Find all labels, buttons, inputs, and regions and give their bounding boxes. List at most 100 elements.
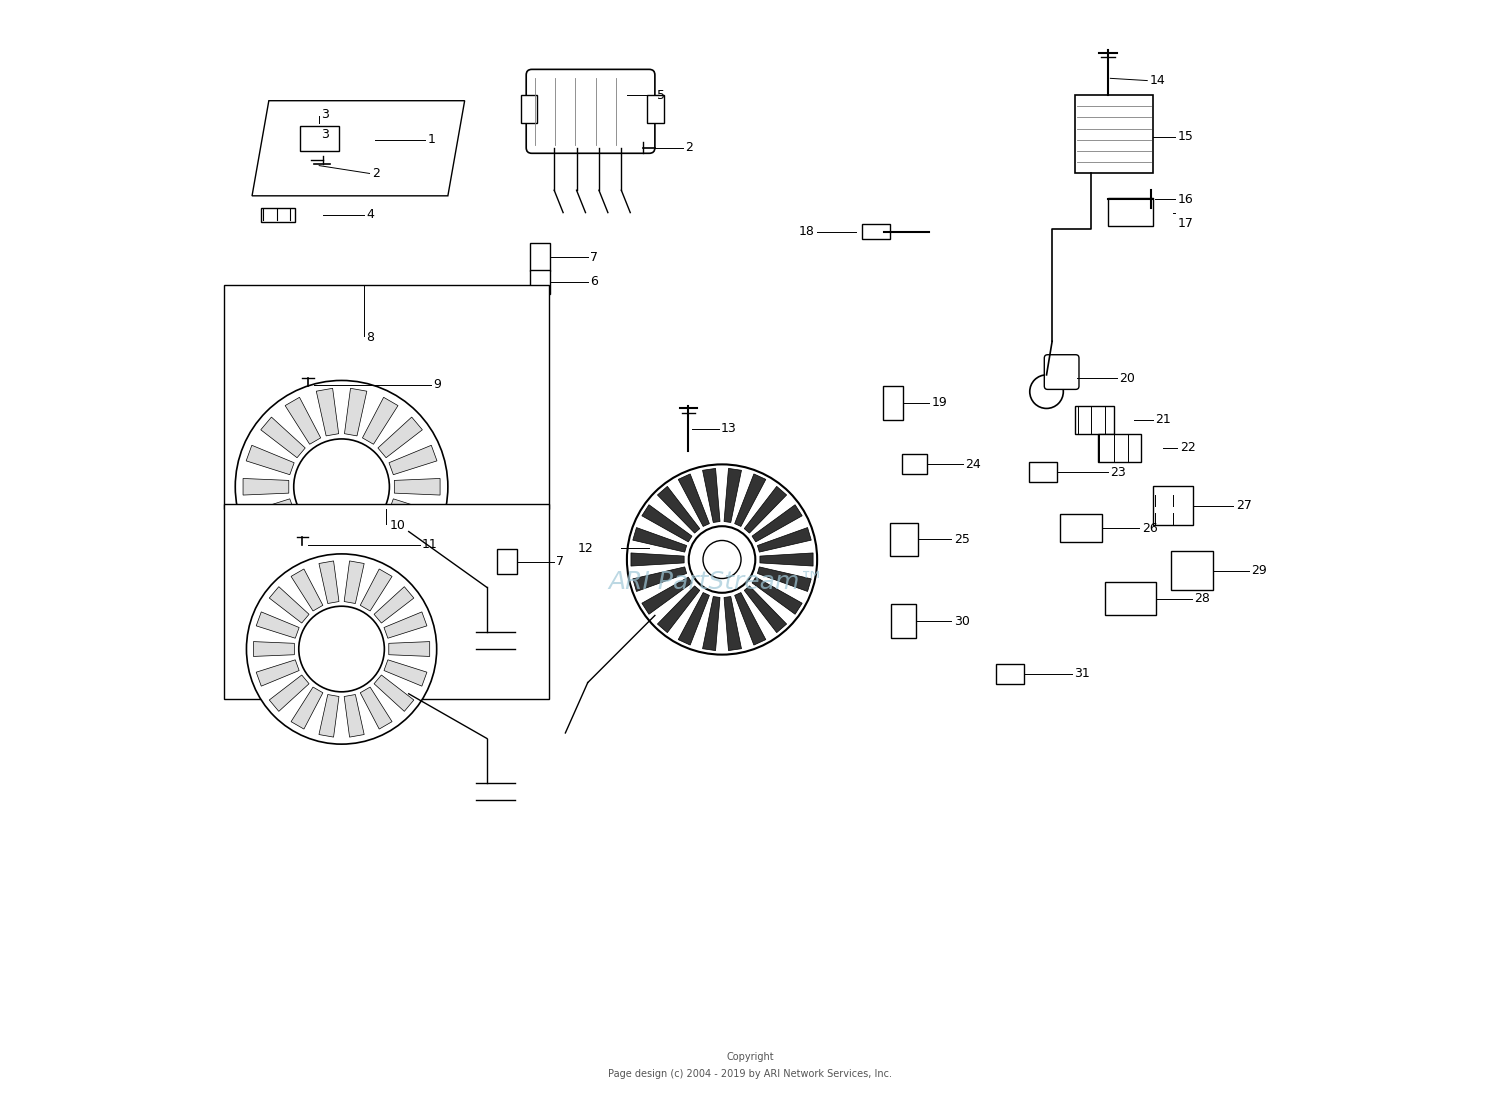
Polygon shape xyxy=(702,469,720,523)
Text: 2: 2 xyxy=(686,141,693,154)
Polygon shape xyxy=(752,577,802,614)
Polygon shape xyxy=(374,586,414,623)
Text: 22: 22 xyxy=(1179,441,1196,454)
Bar xyxy=(646,95,664,123)
Polygon shape xyxy=(316,537,339,585)
Polygon shape xyxy=(735,593,766,645)
Bar xyxy=(530,270,549,294)
Polygon shape xyxy=(254,641,294,657)
Bar xyxy=(1029,462,1057,482)
Text: 2: 2 xyxy=(372,167,380,180)
Bar xyxy=(530,243,549,271)
Text: 11: 11 xyxy=(422,538,438,552)
Polygon shape xyxy=(384,612,427,638)
Polygon shape xyxy=(702,596,720,650)
Text: ARI PartStream™: ARI PartStream™ xyxy=(608,570,825,594)
Circle shape xyxy=(298,606,384,692)
Polygon shape xyxy=(388,499,436,528)
Text: 27: 27 xyxy=(1236,499,1251,513)
Polygon shape xyxy=(316,388,339,436)
Text: 17: 17 xyxy=(1178,217,1194,231)
Polygon shape xyxy=(246,499,294,528)
Polygon shape xyxy=(760,553,813,566)
Polygon shape xyxy=(388,445,436,474)
Polygon shape xyxy=(378,417,423,458)
Polygon shape xyxy=(291,687,322,730)
Text: 13: 13 xyxy=(722,422,736,435)
Polygon shape xyxy=(344,561,364,603)
Text: 29: 29 xyxy=(1251,564,1268,577)
Bar xyxy=(496,549,517,574)
Polygon shape xyxy=(344,695,364,737)
Polygon shape xyxy=(752,505,802,542)
Text: 1: 1 xyxy=(427,133,435,147)
Bar xyxy=(1170,552,1214,591)
Polygon shape xyxy=(378,516,423,556)
Polygon shape xyxy=(657,586,700,632)
Polygon shape xyxy=(285,397,321,444)
Text: 30: 30 xyxy=(954,614,969,628)
Bar xyxy=(1154,486,1192,525)
Bar xyxy=(224,504,549,699)
Polygon shape xyxy=(394,479,439,495)
Bar xyxy=(1098,433,1140,461)
Polygon shape xyxy=(285,529,321,576)
Text: 21: 21 xyxy=(1155,413,1172,426)
Polygon shape xyxy=(360,687,392,730)
Polygon shape xyxy=(256,612,298,638)
Text: 9: 9 xyxy=(433,378,441,392)
Circle shape xyxy=(688,526,756,593)
Text: 7: 7 xyxy=(590,251,598,264)
Bar xyxy=(996,664,1023,684)
Bar xyxy=(261,208,294,222)
Polygon shape xyxy=(270,586,309,623)
Bar xyxy=(1074,95,1154,173)
Text: 3: 3 xyxy=(321,128,328,141)
Polygon shape xyxy=(360,568,392,611)
Circle shape xyxy=(294,439,390,535)
Bar xyxy=(520,95,537,123)
Text: 24: 24 xyxy=(964,458,981,471)
Circle shape xyxy=(1029,375,1063,408)
Text: 26: 26 xyxy=(1142,521,1158,535)
Bar xyxy=(1106,582,1155,615)
Polygon shape xyxy=(384,660,427,686)
Text: 23: 23 xyxy=(1110,466,1126,479)
Polygon shape xyxy=(374,675,414,712)
Polygon shape xyxy=(744,586,786,632)
Text: 14: 14 xyxy=(1149,74,1166,87)
Polygon shape xyxy=(363,529,398,576)
Polygon shape xyxy=(632,553,684,566)
Polygon shape xyxy=(744,487,786,533)
Polygon shape xyxy=(261,417,305,458)
Bar xyxy=(862,224,889,239)
Text: 31: 31 xyxy=(1074,667,1090,680)
Polygon shape xyxy=(633,567,687,592)
Polygon shape xyxy=(320,561,339,603)
Text: Copyright: Copyright xyxy=(726,1053,774,1062)
Polygon shape xyxy=(345,537,368,585)
Text: 20: 20 xyxy=(1119,372,1136,385)
Bar xyxy=(891,604,915,638)
Bar xyxy=(1076,405,1114,433)
Text: 25: 25 xyxy=(954,533,969,546)
Text: 18: 18 xyxy=(800,225,814,238)
Polygon shape xyxy=(291,568,322,611)
Text: 3: 3 xyxy=(321,107,330,121)
Polygon shape xyxy=(758,567,812,592)
Polygon shape xyxy=(724,469,741,523)
Polygon shape xyxy=(657,487,700,533)
Polygon shape xyxy=(642,577,692,614)
Bar xyxy=(1060,514,1102,542)
Polygon shape xyxy=(246,445,294,474)
Polygon shape xyxy=(388,641,429,657)
Circle shape xyxy=(236,380,448,593)
Circle shape xyxy=(627,464,818,655)
Text: 28: 28 xyxy=(1194,592,1210,605)
Polygon shape xyxy=(735,474,766,526)
Polygon shape xyxy=(724,596,741,650)
Polygon shape xyxy=(243,479,290,495)
Polygon shape xyxy=(633,527,687,552)
Polygon shape xyxy=(678,474,710,526)
Circle shape xyxy=(704,540,741,579)
